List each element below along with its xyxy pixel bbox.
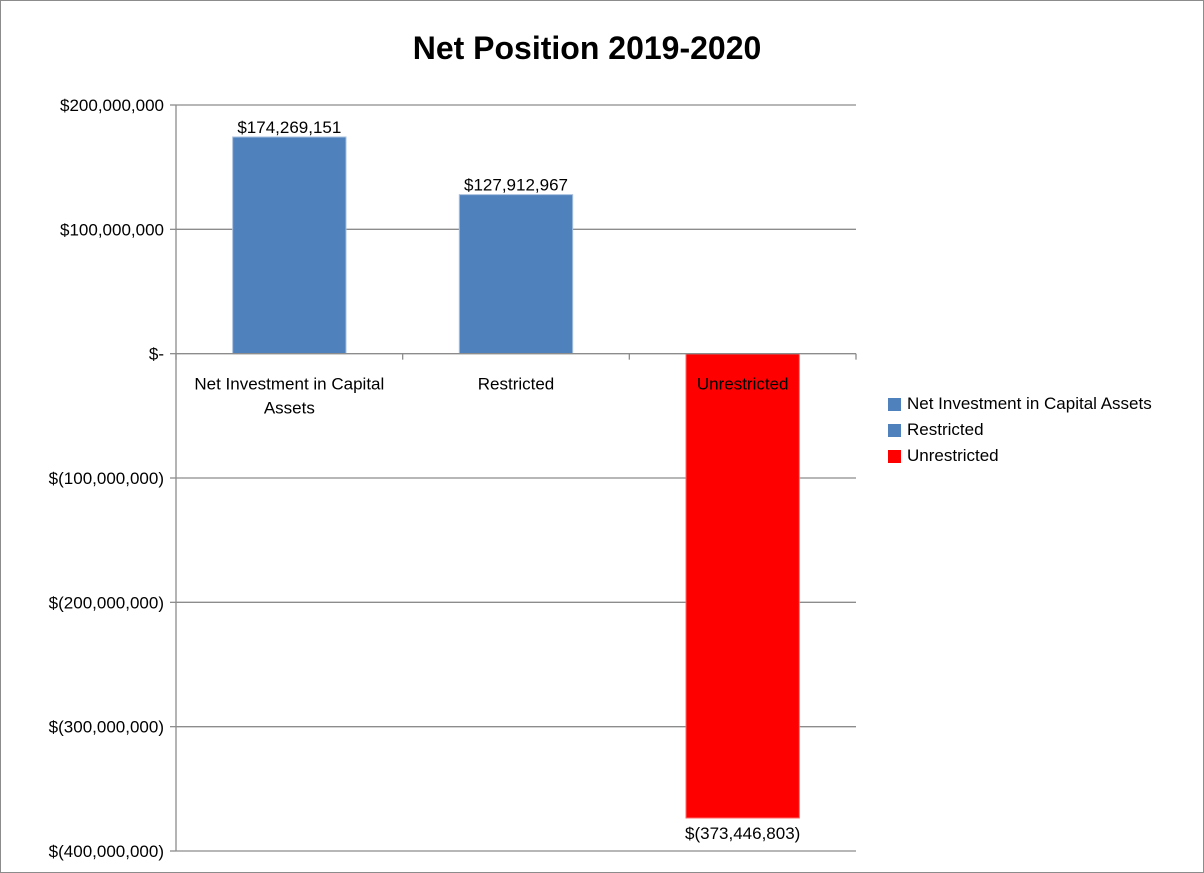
legend-item-net-investment: Net Investment in Capital Assets (888, 391, 1152, 417)
data-label: $174,269,151 (237, 118, 341, 137)
chart-title: Net Position 2019-2020 (412, 30, 762, 66)
category-label: Assets (264, 399, 315, 418)
data-label: $(373,446,803) (685, 824, 800, 843)
y-tick-label: $- (149, 345, 164, 364)
y-tick-label: $(100,000,000) (49, 469, 164, 488)
legend-swatch (888, 449, 901, 463)
bar (685, 353, 800, 819)
legend-swatch (888, 397, 901, 411)
y-tick-label: $(300,000,000) (49, 718, 164, 737)
legend-label: Unrestricted (907, 446, 999, 465)
legend-swatch (888, 423, 901, 437)
bar (458, 194, 574, 355)
y-tick-label: $(400,000,000) (49, 842, 164, 861)
legend-item-unrestricted: Unrestricted (888, 443, 1152, 469)
legend-item-restricted: Restricted (888, 417, 1152, 443)
legend-label: Net Investment in Capital Assets (907, 394, 1152, 413)
y-tick-label: $200,000,000 (60, 96, 164, 115)
category-label: Net Investment in Capital (194, 375, 384, 394)
category-label: Unrestricted (697, 375, 789, 394)
y-tick-label: $(200,000,000) (49, 593, 164, 612)
legend-label: Restricted (907, 420, 984, 439)
chart-legend: Net Investment in Capital Assets Restric… (888, 391, 1152, 469)
data-label: $127,912,967 (464, 176, 568, 195)
y-tick-label: $100,000,000 (60, 220, 164, 239)
category-label: Restricted (478, 375, 555, 394)
bar (232, 136, 347, 355)
